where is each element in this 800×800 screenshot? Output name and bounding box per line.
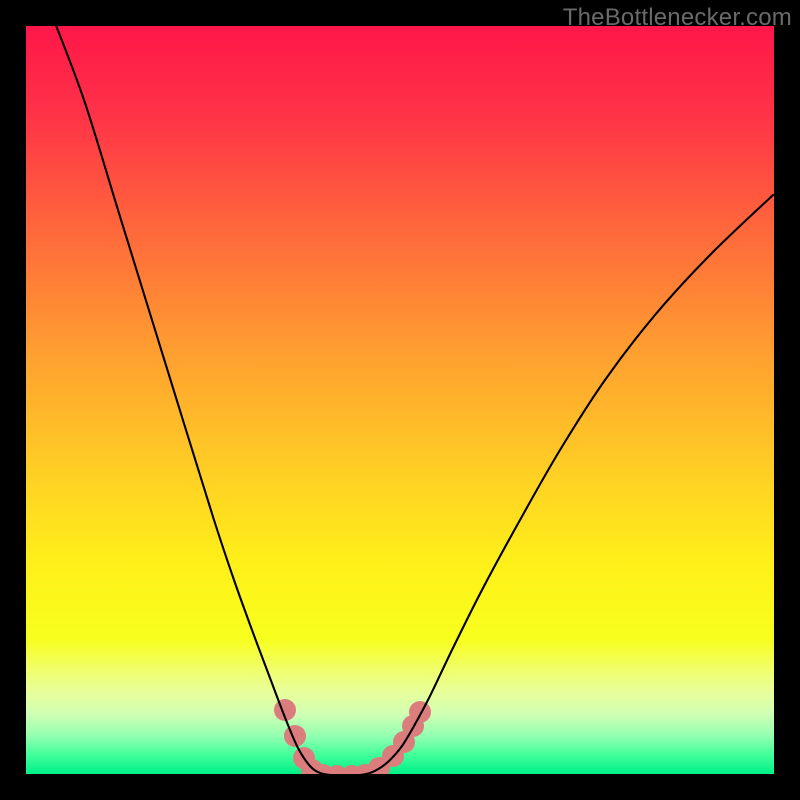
chart-container: TheBottlenecker.com <box>0 0 800 800</box>
bottleneck-chart <box>0 0 800 800</box>
gradient-background <box>26 26 774 774</box>
datapoint-marker <box>409 701 431 723</box>
watermark-text: TheBottlenecker.com <box>563 4 792 32</box>
